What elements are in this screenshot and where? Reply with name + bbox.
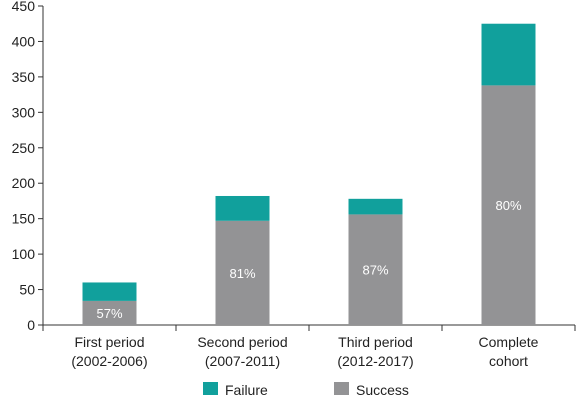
y-tick-label: 100 (12, 246, 36, 262)
x-axis: First period (2002-2006) Second period (200… (42, 324, 576, 369)
x-category-label-line: First period (74, 334, 144, 350)
y-tick-label: 250 (12, 140, 36, 156)
y-tick-label: 50 (19, 282, 35, 298)
bar-success (348, 214, 403, 325)
x-category-label-line: (2012-2017) (337, 353, 413, 369)
bar-failure (82, 282, 137, 301)
x-category-label-line: (2007-2011) (205, 353, 280, 369)
bar-failure (215, 195, 270, 221)
x-category-label: Second period (2007-2011) (197, 334, 287, 369)
y-tick-label: 400 (12, 33, 36, 49)
legend-swatch-success (334, 382, 349, 395)
y-tick-label: 450 (12, 0, 36, 14)
x-category-label: Third period (2012-2017) (337, 334, 413, 369)
x-category-label-line: Second period (197, 334, 287, 350)
x-category-label: Complete cohort (479, 334, 539, 369)
x-category-label-line: Complete (479, 334, 539, 350)
bar-success (481, 85, 536, 325)
y-tick-label: 300 (12, 104, 36, 120)
x-category-label-line: (2002-2006) (71, 353, 147, 369)
y-tick-label: 200 (12, 175, 36, 191)
bar-data-label: 57% (96, 306, 122, 321)
bar-success (215, 220, 270, 325)
legend: Failure Success (203, 382, 409, 398)
y-tick-label: 0 (27, 317, 35, 333)
y-tick-label: 350 (12, 69, 36, 85)
x-category-label: First period (2002-2006) (71, 334, 147, 369)
legend-label-success: Success (356, 382, 409, 398)
bar-failure (348, 198, 403, 215)
y-tick-label: 150 (12, 211, 36, 227)
x-category-label-line: Third period (338, 334, 413, 350)
bar-data-label: 87% (362, 263, 388, 278)
bar-data-label: 81% (229, 266, 255, 281)
bars: 57% 81% 87% 80% (82, 23, 536, 325)
bar-data-label: 80% (495, 198, 521, 213)
legend-label-failure: Failure (225, 382, 268, 398)
x-category-label-line: cohort (489, 353, 528, 369)
bar-success (82, 300, 137, 325)
bar-failure (481, 23, 536, 86)
y-axis: 0 50 100 150 200 250 300 350 400 450 (12, 0, 44, 333)
legend-swatch-failure (203, 382, 218, 395)
